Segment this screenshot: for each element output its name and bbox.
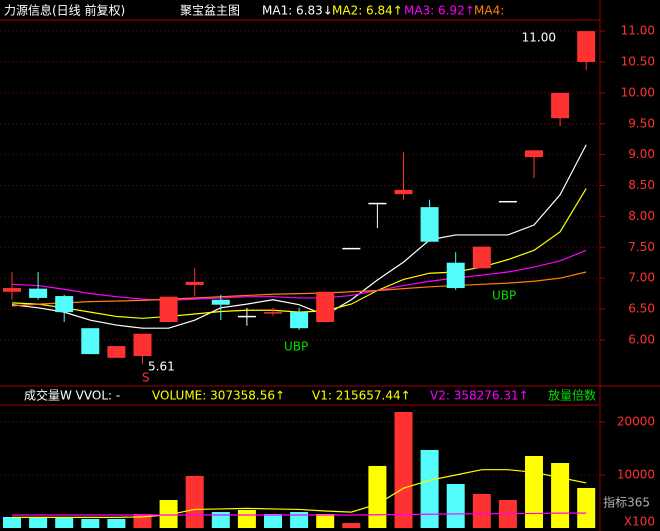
panel-title: 成交量W VVOL: - [24,388,120,403]
candle-body [342,247,361,250]
candle-body [237,315,256,318]
volume-bar [342,523,361,528]
annotation: UBP [284,340,308,354]
legend-entry: 放量倍数 [548,388,596,403]
candle-body [368,202,387,205]
candle-body [264,312,282,314]
volume-bar [290,511,309,528]
legend-entry: MA2: 6.84↑ [332,4,403,18]
volume-bar [446,483,465,528]
volume-bar [525,456,543,528]
candle-body [133,333,152,356]
candle-body [551,92,570,119]
y-tick-label: 20000 [617,414,655,428]
volume-bar [107,518,126,528]
volume-bar [577,487,596,528]
candle-body [446,262,465,289]
y-tick-label: 6.50 [628,302,655,316]
y-tick-label: 11.00 [621,24,655,38]
y-tick-label: 10.50 [621,54,655,68]
annotation: 11.00 [522,31,556,45]
y-tick-label: 6.00 [628,332,655,346]
legend-entry: VOLUME: 307358.56↑ [152,389,285,403]
volume-bar [472,493,491,528]
candle-body [577,31,596,62]
candle-body [498,200,517,203]
volume-bar [29,516,48,528]
unit-label: X100 [624,515,655,529]
ma-line [11,271,587,307]
volume-bar [55,516,74,528]
candle-body [420,207,439,242]
volume-bar [368,465,387,528]
volume-bar [185,475,204,528]
volume-bar [264,514,282,528]
candle-body [185,281,204,285]
candle-body [55,296,74,313]
y-tick-label: 7.50 [628,240,655,254]
chart-title: 力源信息(日线 前复权) [4,3,125,18]
y-tick-label: 7.00 [628,271,655,285]
volume-bar [420,449,439,528]
ma-line [11,144,587,329]
subtitle: 聚宝盆主图 [180,4,240,18]
annotation: 5.61 [148,360,175,374]
candle-body [107,346,126,358]
y-tick-label: 9.50 [628,116,655,130]
y-tick-label: 8.00 [628,209,655,223]
legend-entry: MA1: 6.83↓ [262,4,333,18]
ma-line [12,512,587,516]
candle-body [81,328,100,355]
volume-bar [551,463,570,528]
candle-body [525,150,543,158]
y-tick-label: 10.00 [621,85,655,99]
volume-bar [3,516,21,528]
candle-body [290,312,309,329]
y-tick-label: 10000 [617,467,655,481]
volume-bar [211,511,230,528]
annotation: UBP [492,289,516,303]
candle-body [3,288,21,292]
volume-bar [237,509,256,528]
candle-body [29,288,48,298]
volume-bar [159,500,178,528]
volume-bar [316,514,335,528]
candle-body [472,246,491,269]
y-tick-label: 9.00 [628,147,655,161]
legend-entry: V1: 215657.44↑ [312,389,411,403]
candle-body [316,291,335,323]
ma-line [12,469,587,518]
legend-entry: MA4: [474,4,504,18]
candle-body [394,189,413,195]
candle-body [211,299,230,305]
legend-entry: V2: 358276.31↑ [430,389,529,403]
volume-bar [394,411,413,528]
legend-entry: MA3: 6.92↑ [404,4,475,18]
candle-body [159,296,178,323]
y-tick-label: 8.50 [628,178,655,192]
ma-line [11,249,587,301]
volume-bar [81,518,100,528]
annotation: S [142,371,150,385]
watermark: 指标365 [603,495,650,510]
